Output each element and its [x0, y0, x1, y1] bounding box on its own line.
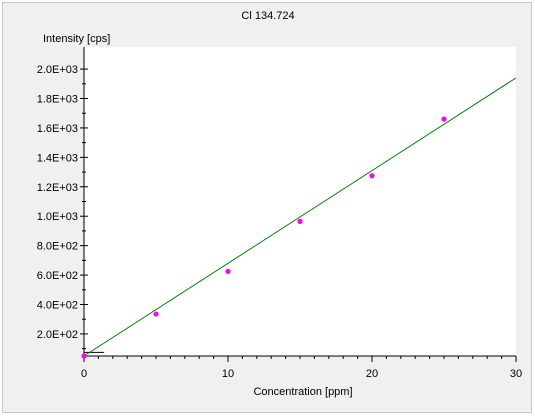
y-tick-label: 2.0E+02 [37, 329, 78, 341]
data-point [225, 268, 231, 274]
data-point [369, 173, 375, 179]
x-tick-label: 0 [81, 368, 87, 380]
y-tick-label: 1.6E+03 [37, 123, 78, 135]
data-point [441, 116, 447, 122]
x-tick-label: 20 [366, 368, 378, 380]
x-tick-label: 30 [510, 368, 522, 380]
y-tick-label: 1.2E+03 [37, 182, 78, 194]
y-tick-label: 1.0E+03 [37, 211, 78, 223]
data-point [297, 218, 303, 224]
y-tick-label: 2.0E+03 [37, 64, 78, 76]
y-tick-label: 8.0E+02 [37, 241, 78, 253]
plot-area [84, 47, 516, 356]
data-point [81, 353, 87, 359]
y-tick-label: 1.4E+03 [37, 152, 78, 164]
y-tick-label: 4.0E+02 [37, 300, 78, 312]
chart-title: Cl 134.724 [241, 10, 295, 22]
x-axis-label: Concentration [ppm] [253, 386, 353, 398]
calibration-line [83, 77, 517, 357]
y-axis-label: Intensity [cps] [43, 33, 111, 45]
y-tick-label: 6.0E+02 [37, 270, 78, 282]
data-point [153, 311, 159, 317]
y-tick-label: 1.8E+03 [37, 94, 78, 106]
x-tick-label: 10 [222, 368, 234, 380]
